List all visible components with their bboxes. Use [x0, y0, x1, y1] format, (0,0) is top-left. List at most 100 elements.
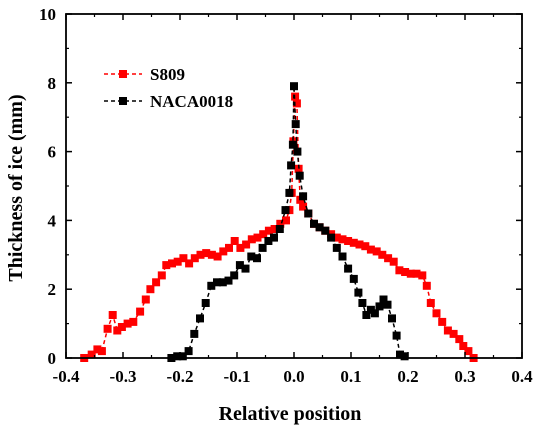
legend-marker — [119, 70, 127, 78]
data-point — [464, 347, 473, 356]
data-point — [355, 240, 364, 249]
data-point — [173, 352, 182, 361]
data-point — [379, 295, 388, 304]
data-point — [190, 254, 199, 263]
data-point — [406, 269, 415, 278]
data-point — [370, 309, 379, 318]
data-point — [432, 309, 441, 318]
data-point — [321, 226, 330, 235]
x-tick-label: -0.3 — [110, 367, 137, 386]
legend-label: S809 — [150, 65, 185, 84]
data-point — [285, 188, 294, 197]
data-point — [230, 237, 239, 245]
x-tick-label: -0.4 — [53, 367, 80, 386]
data-point — [412, 269, 421, 278]
data-point — [235, 261, 244, 270]
data-point — [366, 245, 375, 254]
data-point — [247, 235, 256, 244]
data-point — [225, 243, 233, 252]
data-point — [253, 254, 261, 263]
data-point — [295, 171, 304, 180]
data-point — [362, 311, 371, 319]
data-point — [282, 216, 290, 225]
y-tick-label: 0 — [48, 349, 57, 368]
data-point — [288, 140, 297, 149]
data-point — [241, 264, 250, 273]
data-point — [354, 288, 363, 297]
data-point — [207, 250, 216, 259]
data-point — [396, 350, 404, 359]
x-tick-label: 0.3 — [454, 367, 475, 386]
data-point — [290, 82, 298, 91]
data-point — [218, 278, 227, 287]
data-point — [455, 335, 464, 344]
data-point — [202, 249, 211, 258]
data-point — [213, 278, 221, 287]
data-point — [344, 237, 353, 245]
data-point — [196, 314, 204, 323]
data-point — [281, 206, 290, 215]
data-point — [190, 329, 199, 338]
data-point — [178, 352, 187, 361]
data-point — [327, 233, 336, 242]
data-point — [338, 252, 347, 261]
x-tick-label: -0.2 — [167, 367, 194, 386]
data-point — [293, 147, 302, 156]
y-tick-label: 2 — [48, 280, 57, 299]
data-point — [459, 342, 468, 350]
x-tick-label: 0.0 — [283, 367, 304, 386]
data-point — [422, 281, 431, 290]
y-axis-label: Thickness of ice (mm) — [5, 94, 27, 281]
data-point — [103, 324, 112, 333]
data-point — [384, 254, 393, 263]
data-point — [375, 302, 384, 311]
data-point — [259, 230, 268, 239]
data-point — [141, 295, 150, 304]
data-point — [378, 250, 387, 259]
data-point — [242, 240, 251, 249]
data-point — [400, 352, 409, 361]
data-point — [207, 281, 216, 290]
data-point — [247, 252, 256, 261]
data-point — [270, 233, 278, 242]
data-point — [291, 120, 300, 129]
data-point — [129, 317, 138, 326]
x-tick-label: 0.1 — [340, 367, 361, 386]
data-point — [449, 329, 458, 338]
data-point — [184, 347, 193, 356]
data-point — [372, 247, 381, 256]
x-tick-label: -0.1 — [224, 367, 251, 386]
data-point — [388, 314, 396, 323]
data-point — [401, 268, 410, 276]
legend-marker — [119, 97, 127, 105]
data-point — [276, 219, 285, 228]
data-point — [93, 345, 102, 354]
data-point — [358, 299, 367, 307]
y-tick-label: 4 — [48, 211, 57, 230]
data-point — [236, 243, 245, 252]
x-axis-label: Relative position — [219, 403, 362, 425]
plot-frame — [65, 13, 523, 359]
data-point — [275, 225, 284, 233]
data-point — [294, 164, 303, 173]
data-point — [395, 266, 404, 275]
data-point — [389, 257, 398, 266]
data-point — [168, 259, 176, 268]
legend: S809 NACA0018 — [104, 65, 233, 111]
data-point — [270, 225, 279, 233]
data-point — [299, 192, 308, 201]
data-point — [264, 237, 273, 245]
data-point — [253, 233, 262, 242]
data-point — [173, 257, 182, 266]
data-point — [123, 319, 132, 328]
data-point — [258, 243, 267, 252]
y-tick-label: 10 — [39, 5, 56, 24]
data-point — [146, 285, 155, 294]
plot-area: -0.4 -0.3 -0.2 -0.1 0.0 0.1 0.2 0.3 0.4 0 2 4 6 8 10 — [39, 5, 533, 386]
data-point — [332, 233, 341, 242]
data-point — [287, 161, 296, 170]
data-point — [213, 252, 222, 261]
data-point — [264, 226, 273, 235]
data-point — [426, 299, 435, 307]
